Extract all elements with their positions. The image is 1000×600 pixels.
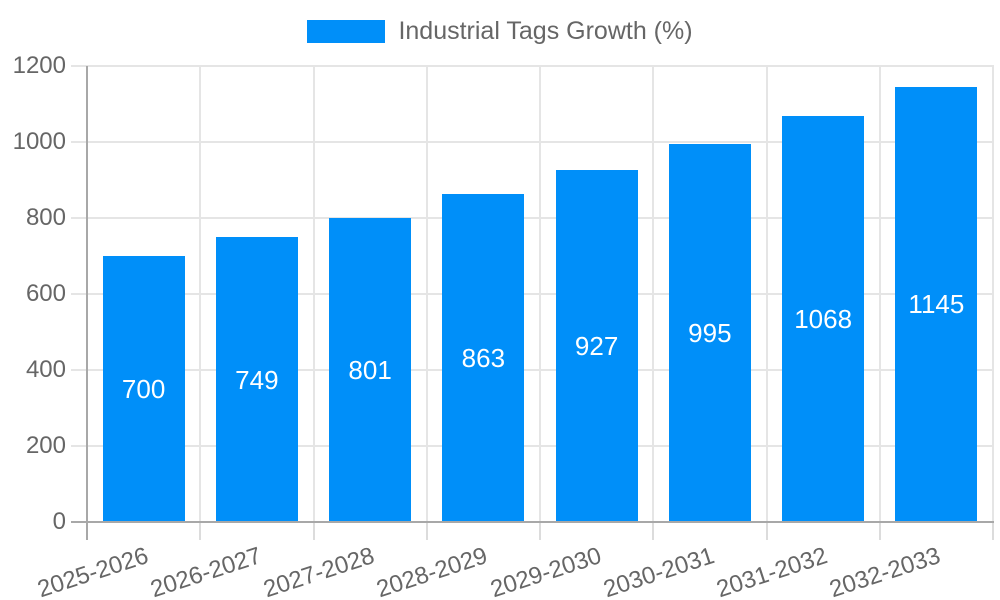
legend-color-swatch <box>307 20 386 43</box>
chart-legend[interactable]: Industrial Tags Growth (%) <box>0 19 1000 44</box>
gridline-horizontal <box>71 217 994 219</box>
gridline-vertical <box>652 66 655 522</box>
gridline-vertical <box>199 66 202 522</box>
x-axis-tick <box>652 522 655 540</box>
bar-2029-2030[interactable] <box>555 169 638 522</box>
bar-value-label: 927 <box>574 330 619 361</box>
bar-value-label: 995 <box>688 317 732 348</box>
y-axis-tick-label: 1000 <box>12 128 66 155</box>
y-axis-line <box>86 66 88 540</box>
gridline-vertical <box>539 66 541 522</box>
y-axis-tick-label: 1200 <box>12 52 66 79</box>
x-axis-tick <box>992 522 994 540</box>
bar-2025-2026[interactable] <box>102 256 185 522</box>
bar-2030-2031[interactable] <box>668 143 751 522</box>
x-axis-tick <box>539 522 541 540</box>
gridline-horizontal <box>71 445 994 447</box>
x-axis-tick <box>199 522 202 540</box>
gridline-horizontal <box>71 65 994 67</box>
gridline-vertical <box>878 66 881 522</box>
legend-label: Industrial Tags Growth (%) <box>398 17 693 45</box>
x-axis-tick <box>312 522 315 540</box>
bar-value-label: 700 <box>121 374 166 404</box>
x-axis-tick <box>878 522 881 540</box>
gridline-vertical <box>765 66 768 522</box>
x-axis-line <box>71 521 994 523</box>
plot-area: 0 200 400 600 800 1000 1200 700 2025-2026 749 2026… <box>13 54 994 600</box>
bar-2027-2028[interactable] <box>329 217 412 522</box>
y-axis-tick-label: 600 <box>25 280 66 307</box>
bar-2026-2027[interactable] <box>215 237 298 522</box>
gridline-horizontal <box>71 141 994 143</box>
bar-value-label: 801 <box>348 354 392 385</box>
y-axis-tick-label: 200 <box>25 432 66 459</box>
bar-value-label: 1145 <box>908 289 965 320</box>
y-axis-tick-label: 400 <box>25 356 66 383</box>
x-axis-tick <box>425 522 428 540</box>
gridline-vertical <box>992 66 994 522</box>
y-axis-tick-label: 0 <box>52 508 66 535</box>
bar-2031-2032[interactable] <box>782 116 865 522</box>
gridline-horizontal <box>71 369 994 371</box>
bar-2028-2029[interactable] <box>442 194 525 522</box>
gridline-horizontal <box>71 293 994 295</box>
bar-value-label: 1068 <box>794 304 853 335</box>
x-axis-tick <box>765 522 768 540</box>
bar-value-label: 749 <box>235 364 279 395</box>
bar-2032-2033[interactable] <box>895 86 978 522</box>
gridline-vertical <box>312 66 315 522</box>
y-axis-tick-label: 800 <box>25 204 66 231</box>
gridline-vertical <box>425 66 428 522</box>
bar-value-label: 863 <box>461 343 506 374</box>
